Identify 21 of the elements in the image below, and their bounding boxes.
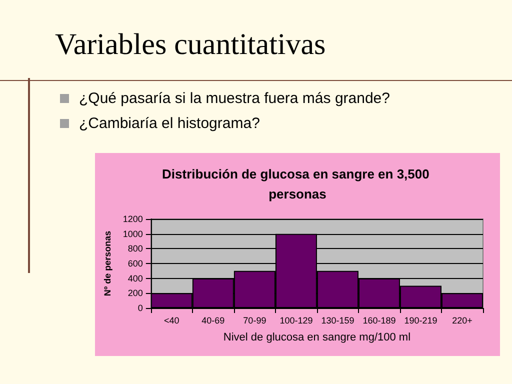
y-tick-label: 400 [128, 273, 143, 284]
x-tick-label: 160-189 [362, 316, 396, 326]
chart-title: Distribución de glucosa en sangre en 3,500 personas [162, 166, 433, 202]
y-tick-label: 600 [128, 258, 143, 268]
x-tick-label: 70-99 [243, 316, 266, 326]
y-tick-label: 1000 [122, 228, 143, 239]
x-tick-label: 190-219 [404, 316, 438, 326]
x-tick-label: 220+ [452, 316, 472, 326]
x-axis-title: Nivel de glucosa en sangre mg/100 ml [223, 332, 411, 344]
text: ¿Cambiaría el histograma? [79, 115, 260, 132]
x-tick-label: 100-129 [280, 316, 313, 326]
x-tick-label: <40 [164, 316, 180, 326]
y-axis-title: Nº de personas [102, 230, 112, 296]
y-tick-label: 0 [138, 303, 143, 313]
text: ¿Qué pasaría si la muestra fuera más grande? [79, 90, 390, 107]
y-tick-label: 200 [128, 288, 143, 298]
y-tick-label: 1200 [122, 214, 143, 224]
text: Variables cuantitativas [55, 28, 326, 62]
y-tick-label: 800 [128, 244, 143, 254]
x-tick-label: 130-159 [321, 316, 354, 326]
x-tick-label: 40-69 [202, 316, 225, 326]
